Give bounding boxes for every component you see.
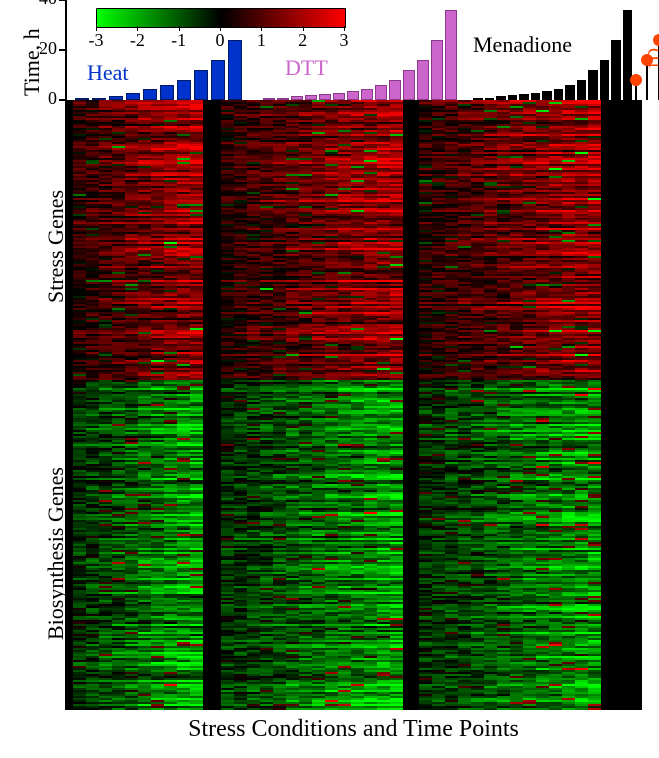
colorbar-ticklabel: -1 [164, 30, 194, 51]
bar-heat [194, 70, 208, 100]
lollipop-head [653, 34, 659, 46]
bar-yaxis-line [65, 0, 67, 100]
lollipop-head [641, 54, 653, 66]
bar-menadione [600, 60, 610, 100]
colorbar-ticklabel: -3 [81, 30, 111, 51]
colorbar-ticklabel: 2 [288, 30, 318, 51]
heatmap-block-biosynthesis [65, 380, 642, 710]
bar-heat [126, 93, 140, 101]
group-label-heat: Heat [87, 60, 129, 86]
bar-heat [177, 80, 191, 100]
bar-dtt [431, 40, 443, 100]
rowlabel-stress: Stress Genes [43, 190, 69, 303]
bar-heat [143, 89, 157, 100]
bar-menadione [623, 10, 633, 100]
bar-dtt [389, 80, 401, 100]
bar-ytick-label: 40 [25, 0, 57, 9]
lollipop-head [630, 74, 642, 86]
heatmap [65, 100, 642, 710]
colorbar-ticklabel: 0 [205, 30, 235, 51]
bar-dtt [361, 89, 373, 100]
bar-ytick-mark [59, 49, 65, 51]
colorbar-ticklabel: 3 [329, 30, 359, 51]
bar-dtt [403, 70, 415, 100]
bar-heat [211, 60, 225, 100]
bar-menadione [611, 40, 621, 100]
colorbar-ticklabel: 1 [246, 30, 276, 51]
colorbar-ticklabel: -2 [122, 30, 152, 51]
bar-dtt [375, 85, 387, 100]
bar-ytick-label: 20 [25, 38, 57, 59]
lollipop-stem [646, 60, 648, 100]
bar-ytick-label: 0 [25, 88, 57, 109]
rowlabel-biosynthesis: Biosynthesis Genes [43, 467, 69, 640]
bar-ytick-mark [59, 0, 65, 1]
bar-menadione [542, 91, 552, 100]
bar-menadione [565, 85, 575, 100]
bar-dtt [417, 60, 429, 100]
bar-menadione [577, 80, 587, 100]
bar-menadione [554, 89, 564, 100]
bar-heat [160, 85, 174, 100]
bar-dtt [445, 10, 457, 100]
bar-ytick-mark [59, 99, 65, 101]
bar-dtt [347, 91, 359, 100]
figure-root: Time, h HeatDTTMenadione1D2D3D Stress Co… [0, 0, 659, 758]
group-label-menadione: Menadione [473, 32, 572, 58]
heatmap-block-stress [65, 100, 642, 380]
bar-menadione [531, 93, 541, 101]
heatmap-xlabel: Stress Conditions and Time Points [65, 716, 642, 743]
bar-menadione [588, 70, 598, 100]
group-label-dtt: DTT [285, 55, 328, 81]
bar-dtt [333, 93, 345, 101]
